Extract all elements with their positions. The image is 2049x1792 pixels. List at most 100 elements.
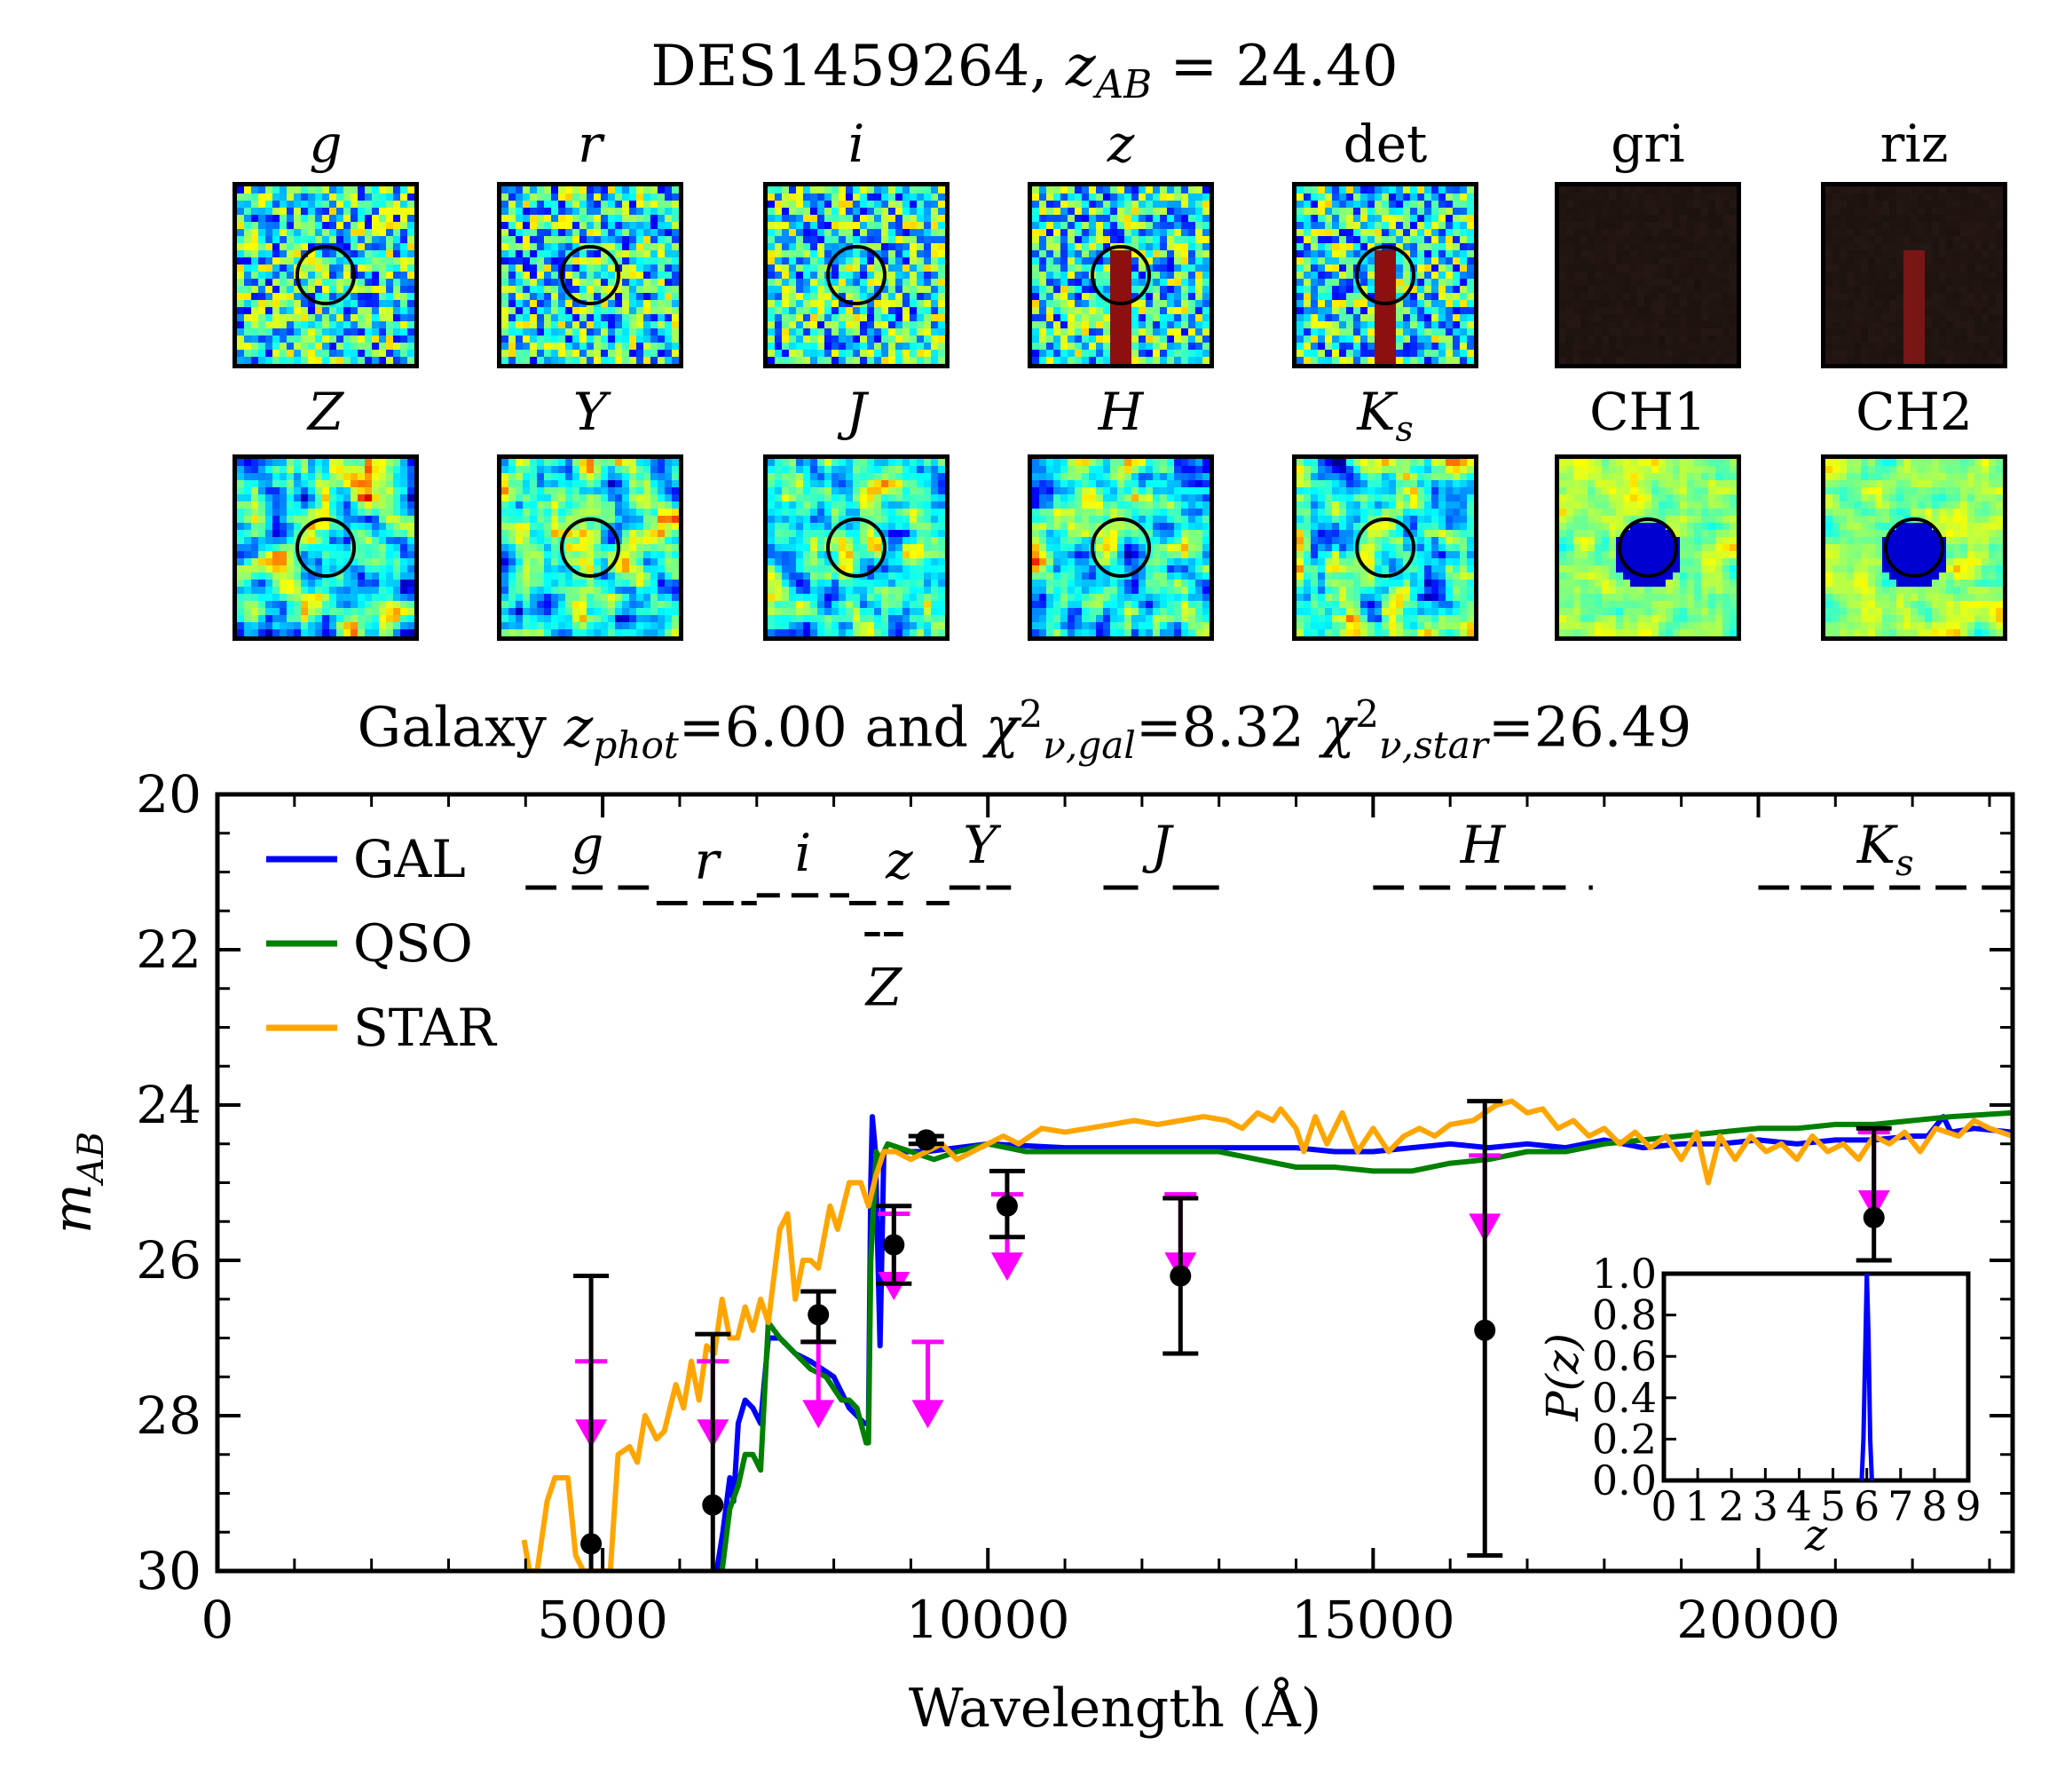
- figure-title: DES1459264, zAB = 24.40: [0, 34, 2049, 107]
- aperture-circle: [1091, 517, 1151, 578]
- y-tick-label: 20: [136, 764, 201, 825]
- data-point: [883, 1234, 905, 1256]
- fit-summary: Galaxy zphot=6.00 and χ2ν,gal=8.32 χ2ν,s…: [0, 692, 2049, 767]
- data-point: [915, 1129, 937, 1151]
- summary-chi-gal: χ: [985, 694, 1020, 760]
- y-tick-label: 26: [136, 1230, 201, 1291]
- inset-x-tick-label: 8: [1921, 1482, 1947, 1530]
- series-line-gal: [713, 1114, 2013, 1571]
- title-var: z: [1065, 34, 1096, 99]
- image-stamp: [1292, 454, 1478, 641]
- filter-band-label: r: [694, 831, 721, 891]
- stamp-label: H: [1005, 382, 1236, 442]
- aperture-circle: [296, 245, 356, 305]
- image-stamp: [497, 454, 683, 641]
- inset-x-tick-label: 3: [1753, 1482, 1778, 1530]
- stamp-label: i: [741, 114, 972, 174]
- inset-y-axis-label-text: P(z): [1537, 1333, 1588, 1422]
- summary-z-var: z: [563, 694, 594, 760]
- stamp-label-text: J: [846, 382, 867, 442]
- y-axis-label-sub: AB: [71, 1132, 112, 1187]
- upper-limit-arrow: [990, 1252, 1023, 1282]
- filter-band-label: J: [1142, 815, 1174, 875]
- filter-band-label: Y: [963, 815, 1001, 875]
- title-value: = 24.40: [1152, 34, 1399, 99]
- inset-y-axis-label: P(z): [1537, 1333, 1588, 1422]
- data-point: [580, 1533, 603, 1555]
- stamp-label-text: Z: [307, 382, 344, 442]
- summary-galaxy: Galaxy: [357, 694, 564, 760]
- stamp-label: g: [210, 114, 441, 174]
- y-axis-label-text: mAB: [42, 1132, 112, 1234]
- stamp-label-text: r: [578, 114, 603, 174]
- inset-x-tick-label: 2: [1719, 1482, 1745, 1530]
- inset-y-tick-label: 0.4: [1592, 1374, 1657, 1422]
- inset-x-tick-label: 1: [1684, 1482, 1710, 1530]
- y-tick-label: 30: [136, 1541, 201, 1601]
- stamp-label-text: riz: [1880, 114, 1949, 174]
- stamp-label: riz: [1799, 114, 2029, 174]
- stamp-label: Y: [475, 382, 705, 442]
- stamp-label-text: gri: [1611, 114, 1685, 174]
- series-line-star: [521, 1098, 2013, 1571]
- summary-z-sub: phot: [593, 723, 679, 768]
- stamp-label-text: K: [1357, 382, 1396, 442]
- data-point: [808, 1304, 830, 1326]
- stamp-label-text: H: [1098, 382, 1144, 442]
- stamp-label: Ks: [1270, 382, 1501, 450]
- data-point: [1170, 1265, 1192, 1287]
- image-stamp: [763, 182, 950, 368]
- upper-limit-arrow: [878, 1272, 910, 1300]
- legend-label: GAL: [353, 829, 466, 889]
- aperture-circle: [1884, 517, 1944, 578]
- data-point: [996, 1195, 1018, 1217]
- image-stamp: [1821, 454, 2007, 641]
- stamp-label: det: [1270, 114, 1501, 174]
- x-tick-label: 15000: [1291, 1590, 1455, 1650]
- summary-chi-star-sub: ν,star: [1378, 723, 1488, 768]
- data-point: [1863, 1206, 1885, 1228]
- image-stamp: [1821, 182, 2007, 368]
- legend-label: STAR: [353, 998, 498, 1058]
- inset-frame: [1661, 1271, 1971, 1483]
- summary-chi-gal-val: =8.32: [1135, 694, 1322, 760]
- aperture-circle: [1355, 245, 1415, 305]
- stamp-label-text: CH1: [1589, 382, 1706, 442]
- filter-band-label: Z: [864, 958, 903, 1018]
- upper-limit-arrow: [575, 1419, 608, 1449]
- stamp-label: CH1: [1533, 382, 1763, 442]
- aperture-circle: [1355, 517, 1415, 578]
- plot-frame: [215, 792, 2015, 1574]
- aperture-circle: [1618, 517, 1678, 578]
- inset-pz-curve: [1859, 1273, 1874, 1481]
- summary-chi-star: χ: [1321, 694, 1356, 760]
- aperture-circle: [826, 245, 887, 305]
- y-tick-label: 22: [136, 920, 201, 980]
- stamp-label-text: Y: [572, 382, 608, 442]
- summary-chi-star-val: =26.49: [1487, 694, 1692, 760]
- image-stamp: [232, 182, 419, 368]
- data-point: [1474, 1319, 1496, 1341]
- upper-limit-arrow: [697, 1419, 729, 1449]
- upper-limit-arrow: [1857, 1190, 1890, 1220]
- upper-limit-arrow: [802, 1400, 835, 1429]
- filter-band-label: H: [1460, 815, 1507, 875]
- stamp-label: J: [741, 382, 972, 442]
- image-stamp: [1555, 182, 1741, 368]
- inset-y-tick-label: 0.0: [1592, 1456, 1657, 1504]
- summary-chi-gal-sub: ν,gal: [1043, 723, 1136, 768]
- image-stamp: [1028, 182, 1214, 368]
- filter-band-label: i: [795, 823, 812, 883]
- stamp-label-text: CH2: [1856, 382, 1973, 442]
- stamp-image: [1825, 186, 2003, 364]
- aperture-circle: [826, 517, 887, 578]
- stamp-label-text: det: [1343, 114, 1428, 174]
- inset-x-tick-label: 6: [1854, 1482, 1880, 1530]
- stamp-label: gri: [1533, 114, 1763, 174]
- stamp-label-text: z: [1107, 114, 1135, 174]
- upper-limit-arrow: [1164, 1252, 1197, 1282]
- aperture-circle: [560, 517, 620, 578]
- inset-y-tick-label: 0.2: [1592, 1415, 1657, 1463]
- y-tick-label: 24: [136, 1075, 201, 1135]
